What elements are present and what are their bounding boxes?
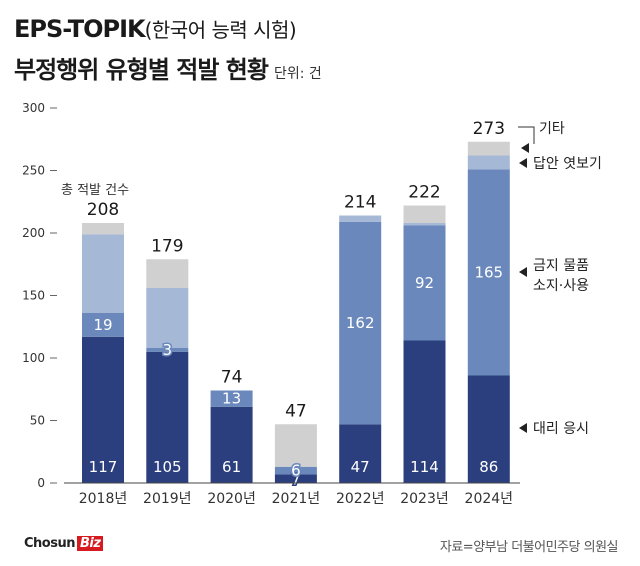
brand-accent: Biz bbox=[76, 536, 104, 551]
legend-bracket bbox=[518, 126, 535, 144]
bar-segment-prohibited bbox=[82, 313, 124, 337]
data-label-prohibited: 13 bbox=[222, 390, 241, 408]
data-label-prohibited: 3 bbox=[163, 341, 173, 359]
total-caption: 총 적발 건수 bbox=[61, 183, 129, 198]
data-label-proxy: 47 bbox=[351, 458, 370, 476]
y-tick-label: 300 bbox=[22, 101, 45, 115]
bar-segment-other bbox=[467, 141, 510, 156]
bar-segment-prohibited bbox=[403, 225, 446, 341]
total-label: 273 bbox=[473, 119, 505, 139]
data-label-prohibited: 162 bbox=[346, 314, 375, 332]
bar-segment-proxy bbox=[82, 336, 124, 483]
bar-segment-proxy bbox=[403, 340, 446, 483]
y-tick-label: 0 bbox=[37, 476, 45, 490]
data-label-proxy: 117 bbox=[89, 458, 118, 476]
total-label: 214 bbox=[344, 193, 376, 213]
x-tick-label: 2019년 bbox=[143, 491, 192, 507]
data-label-proxy: 86 bbox=[479, 458, 498, 476]
legend-prohibited-line1: 금지 물품 bbox=[533, 258, 589, 274]
bar-segment-peeking bbox=[82, 234, 124, 313]
data-label-proxy: 114 bbox=[410, 458, 439, 476]
data-label-proxy: 61 bbox=[222, 458, 241, 476]
bar-segment-peeking bbox=[403, 223, 446, 226]
chart-subtitle: 부정행위 유형별 적발 현황 단위: 건 bbox=[14, 50, 322, 85]
bar-segment-peeking bbox=[339, 215, 382, 222]
y-tick-label: 150 bbox=[22, 289, 45, 303]
x-tick-label: 2023년 bbox=[400, 491, 449, 507]
bar-segment-other bbox=[403, 205, 446, 223]
stacked-bar-chart: 0 50 100 150 200 250 300 117 19 208 2018년 105 3 179 20… bbox=[22, 101, 602, 507]
x-tick-label: 2024년 bbox=[465, 491, 514, 507]
data-label-prohibited: 6 bbox=[291, 462, 301, 480]
bar-segment-proxy bbox=[467, 375, 510, 483]
legend-prohibited-line2: 소지·사용 bbox=[533, 278, 589, 294]
data-label-prohibited: 165 bbox=[474, 263, 503, 281]
legend-other: 기타 bbox=[539, 121, 565, 137]
data-label-proxy: 105 bbox=[153, 458, 182, 476]
total-label: 208 bbox=[87, 200, 119, 220]
data-label-prohibited: 92 bbox=[415, 274, 434, 292]
y-tick-label: 50 bbox=[30, 414, 45, 428]
bar-segment-prohibited bbox=[339, 221, 382, 425]
legend-arrow-other bbox=[521, 143, 529, 153]
y-tick-label: 100 bbox=[22, 351, 45, 365]
chart-title-main: EPS-TOPIK bbox=[14, 15, 146, 43]
x-tick-label: 2022년 bbox=[336, 491, 385, 507]
bar-segment-other bbox=[274, 424, 317, 467]
bar-segment-prohibited bbox=[467, 169, 510, 376]
bar-segment-proxy bbox=[210, 406, 253, 483]
bar-segment-proxy bbox=[274, 474, 317, 483]
bar-segment-proxy bbox=[146, 351, 189, 483]
total-label: 179 bbox=[151, 236, 183, 256]
source-note: 자료=양부남 더불어민주당 의원실 bbox=[439, 540, 619, 555]
y-tick-label: 200 bbox=[22, 226, 45, 240]
bar-segment-peeking bbox=[467, 155, 510, 170]
chart-title-sub: (한국어 능력 시험) bbox=[144, 18, 297, 42]
bar-segment-peeking bbox=[146, 288, 189, 348]
total-label: 222 bbox=[408, 183, 440, 203]
chart-subtitle-text: 부정행위 유형별 적발 현황 bbox=[14, 56, 269, 84]
data-label-prohibited: 19 bbox=[93, 316, 112, 334]
bar-segment-prohibited bbox=[274, 466, 317, 475]
total-label: 47 bbox=[285, 401, 307, 421]
y-tick-label: 250 bbox=[22, 164, 45, 178]
legend-arrow-prohibited bbox=[519, 267, 527, 277]
bar-segment-other bbox=[82, 223, 124, 235]
legend-proxy: 대리 응시 bbox=[533, 421, 589, 437]
x-tick-label: 2021년 bbox=[272, 491, 321, 507]
chart-title: EPS-TOPIK(한국어 능력 시험) bbox=[14, 14, 297, 43]
legend-peeking: 답안 엿보기 bbox=[533, 156, 602, 172]
legend-arrow-proxy bbox=[519, 423, 527, 433]
x-tick-label: 2018년 bbox=[79, 491, 128, 507]
data-label-proxy: 7 bbox=[291, 470, 301, 488]
brand-logo: Chosun Biz bbox=[24, 536, 104, 551]
total-label: 74 bbox=[221, 368, 243, 388]
legend-arrow-peeking bbox=[519, 158, 527, 168]
bar-segment-proxy bbox=[339, 424, 382, 483]
bar-segment-prohibited bbox=[210, 390, 253, 407]
x-tick-label: 2020년 bbox=[207, 491, 256, 507]
brand-main: Chosun bbox=[24, 536, 75, 551]
unit-label: 단위: 건 bbox=[273, 66, 322, 82]
bar-segment-other bbox=[146, 259, 189, 288]
bar-segment-prohibited bbox=[146, 348, 189, 352]
